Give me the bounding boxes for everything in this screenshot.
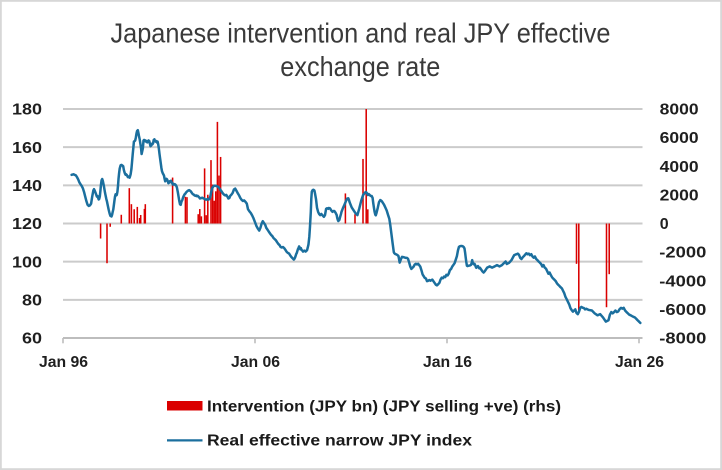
svg-text:Jan 06: Jan 06 [231,354,280,371]
svg-text:Jan 96: Jan 96 [39,354,88,371]
svg-text:0: 0 [660,216,669,233]
svg-text:160: 160 [12,140,42,157]
svg-text:80: 80 [22,292,42,309]
svg-text:140: 140 [12,178,42,195]
svg-text:Jan 16: Jan 16 [423,354,472,371]
svg-text:exchange rate: exchange rate [280,51,440,82]
svg-text:6000: 6000 [660,130,699,147]
svg-text:60: 60 [22,331,42,348]
svg-text:180: 180 [12,102,42,119]
svg-text:Japanese intervention and real: Japanese intervention and real JPY effec… [111,17,611,48]
svg-text:100: 100 [12,254,42,271]
svg-text:8000: 8000 [660,102,699,119]
svg-text:Intervention (JPY bn) (JPY sel: Intervention (JPY bn) (JPY selling +ve) … [207,398,561,415]
svg-text:Real effective narrow JPY inde: Real effective narrow JPY index [207,432,472,449]
svg-text:Jan 26: Jan 26 [615,354,664,371]
svg-text:-6000: -6000 [659,302,706,319]
svg-text:-2000: -2000 [659,245,706,262]
svg-text:2000: 2000 [660,187,699,204]
svg-text:-4000: -4000 [659,273,706,290]
svg-text:-8000: -8000 [659,331,706,348]
svg-text:120: 120 [12,216,42,233]
svg-text:4000: 4000 [660,159,699,176]
